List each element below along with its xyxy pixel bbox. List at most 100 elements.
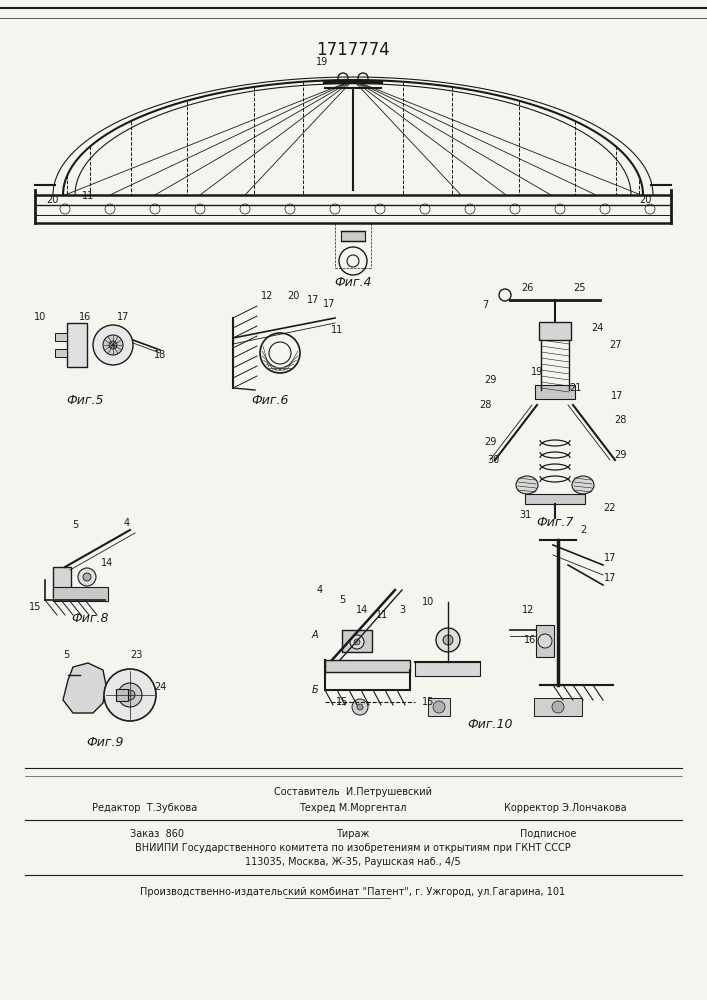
Text: 30: 30 <box>487 455 499 465</box>
Circle shape <box>78 568 96 586</box>
Text: 1717774: 1717774 <box>316 41 390 59</box>
Bar <box>55 349 67 357</box>
Text: А: А <box>312 630 318 640</box>
Text: 29: 29 <box>484 437 496 447</box>
Text: 17: 17 <box>604 573 617 583</box>
Text: Составитель  И.Петрушевский: Составитель И.Петрушевский <box>274 787 432 797</box>
Text: Фиг.4: Фиг.4 <box>334 275 372 288</box>
Text: 15: 15 <box>336 697 348 707</box>
Text: 12: 12 <box>522 605 534 615</box>
Text: 4: 4 <box>124 518 130 528</box>
Text: Б: Б <box>312 685 318 695</box>
Text: 5: 5 <box>339 595 345 605</box>
Text: 20: 20 <box>46 195 58 205</box>
Text: 14: 14 <box>101 558 113 568</box>
Text: 26: 26 <box>521 283 533 293</box>
Bar <box>415 662 480 676</box>
Bar <box>53 567 71 597</box>
Text: 24: 24 <box>154 682 166 692</box>
Bar <box>53 587 108 601</box>
Text: 18: 18 <box>154 350 166 360</box>
Bar <box>67 323 87 367</box>
Circle shape <box>538 634 552 648</box>
Bar <box>116 689 128 701</box>
Text: 11: 11 <box>376 610 388 620</box>
Text: 11: 11 <box>331 325 343 335</box>
Circle shape <box>357 704 363 710</box>
Text: Подписное: Подписное <box>520 829 576 839</box>
Text: Производственно-издательский комбинат "Патент", г. Ужгород, ул.Гагарина, 101: Производственно-издательский комбинат "П… <box>141 887 566 897</box>
Text: 7: 7 <box>482 300 488 310</box>
Circle shape <box>433 701 445 713</box>
Text: 17: 17 <box>604 553 617 563</box>
Ellipse shape <box>516 476 538 494</box>
Text: 22: 22 <box>604 503 617 513</box>
Circle shape <box>350 635 364 649</box>
Circle shape <box>436 628 460 652</box>
Text: ВНИИПИ Государственного комитета по изобретениям и открытиям при ГКНТ СССР: ВНИИПИ Государственного комитета по изоб… <box>135 843 571 853</box>
Text: 2: 2 <box>580 525 586 535</box>
Text: Корректор Э.Лончакова: Корректор Э.Лончакова <box>503 803 626 813</box>
Text: Фиг.5: Фиг.5 <box>66 393 104 406</box>
Text: Заказ  860: Заказ 860 <box>130 829 184 839</box>
Bar <box>55 333 67 341</box>
Bar <box>325 660 410 672</box>
Text: 113035, Москва, Ж-35, Раушская наб., 4/5: 113035, Москва, Ж-35, Раушская наб., 4/5 <box>245 857 461 867</box>
Circle shape <box>103 335 123 355</box>
Text: 28: 28 <box>479 400 491 410</box>
Text: 23: 23 <box>130 650 142 660</box>
Bar <box>535 385 575 399</box>
Text: 16: 16 <box>79 312 91 322</box>
Circle shape <box>104 669 156 721</box>
Text: 15: 15 <box>422 697 434 707</box>
Bar <box>341 231 365 241</box>
Text: 5: 5 <box>63 650 69 660</box>
Text: 10: 10 <box>422 597 434 607</box>
Circle shape <box>552 701 564 713</box>
Text: 12: 12 <box>261 291 273 301</box>
Text: 16: 16 <box>524 635 536 645</box>
Bar <box>428 698 450 716</box>
Text: Тираж: Тираж <box>337 829 370 839</box>
Text: 10: 10 <box>34 312 46 322</box>
Text: 17: 17 <box>117 312 129 322</box>
Polygon shape <box>63 663 106 713</box>
Circle shape <box>352 699 368 715</box>
Text: 29: 29 <box>484 375 496 385</box>
Ellipse shape <box>572 476 594 494</box>
Text: 17: 17 <box>307 295 319 305</box>
Text: Техред М.Моргентал: Техред М.Моргентал <box>299 803 407 813</box>
Text: 15: 15 <box>29 602 41 612</box>
Text: Редактор  Т.Зубкова: Редактор Т.Зубкова <box>93 803 198 813</box>
Circle shape <box>354 639 360 645</box>
Text: 25: 25 <box>574 283 586 293</box>
Bar <box>525 494 585 504</box>
Bar <box>536 625 554 657</box>
Circle shape <box>125 690 135 700</box>
Circle shape <box>93 325 133 365</box>
Text: 27: 27 <box>609 340 621 350</box>
Text: 11: 11 <box>82 191 94 201</box>
Text: 28: 28 <box>614 415 626 425</box>
Text: 17: 17 <box>323 299 335 309</box>
Text: Фиг.9: Фиг.9 <box>86 736 124 748</box>
Circle shape <box>443 635 453 645</box>
Text: 20: 20 <box>287 291 299 301</box>
Text: 4: 4 <box>317 585 323 595</box>
Bar <box>342 630 372 652</box>
Text: 21: 21 <box>569 383 581 393</box>
Text: 17: 17 <box>611 391 623 401</box>
Bar <box>534 698 582 716</box>
Text: 3: 3 <box>399 605 405 615</box>
Text: 24: 24 <box>591 323 603 333</box>
Circle shape <box>109 341 117 349</box>
Text: 31: 31 <box>519 510 531 520</box>
Text: 5: 5 <box>72 520 78 530</box>
Text: 19: 19 <box>531 367 543 377</box>
Circle shape <box>83 573 91 581</box>
Text: 19: 19 <box>316 57 328 67</box>
Text: Фиг.8: Фиг.8 <box>71 611 109 624</box>
Text: Фиг.6: Фиг.6 <box>251 393 288 406</box>
Text: Фиг.7: Фиг.7 <box>536 516 574 528</box>
Text: 14: 14 <box>356 605 368 615</box>
